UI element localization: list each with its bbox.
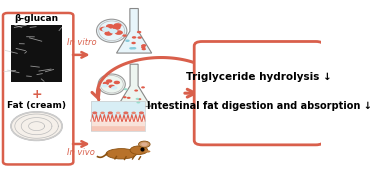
- Circle shape: [132, 112, 136, 114]
- Circle shape: [139, 141, 150, 148]
- Circle shape: [141, 46, 146, 48]
- Circle shape: [123, 111, 129, 114]
- Ellipse shape: [130, 146, 148, 154]
- Text: β-glucan: β-glucan: [14, 14, 59, 23]
- Circle shape: [136, 98, 139, 100]
- Circle shape: [113, 23, 122, 28]
- Circle shape: [102, 27, 110, 32]
- Circle shape: [136, 101, 140, 104]
- Circle shape: [108, 85, 115, 88]
- Circle shape: [141, 48, 146, 50]
- Text: In vitro: In vitro: [67, 38, 96, 47]
- Text: In vivo: In vivo: [67, 148, 95, 157]
- Circle shape: [11, 112, 62, 140]
- Circle shape: [124, 88, 127, 90]
- Circle shape: [114, 81, 120, 84]
- Circle shape: [115, 30, 123, 35]
- Text: Triglyceride hydrolysis ↓: Triglyceride hydrolysis ↓: [186, 72, 332, 82]
- Circle shape: [138, 36, 142, 39]
- Circle shape: [141, 45, 146, 47]
- FancyBboxPatch shape: [3, 13, 73, 165]
- Circle shape: [131, 42, 136, 44]
- Circle shape: [104, 31, 113, 36]
- Circle shape: [116, 112, 120, 114]
- Circle shape: [103, 82, 109, 85]
- Circle shape: [141, 86, 145, 89]
- FancyBboxPatch shape: [194, 41, 324, 145]
- Ellipse shape: [98, 74, 125, 94]
- Circle shape: [108, 111, 113, 114]
- Circle shape: [132, 36, 136, 39]
- Bar: [91, 117, 145, 123]
- Polygon shape: [116, 9, 152, 53]
- Text: Intestinal fat digestion and absorption ↓: Intestinal fat digestion and absorption …: [147, 101, 372, 111]
- Circle shape: [112, 25, 121, 30]
- Bar: [11, 25, 62, 82]
- Bar: [91, 101, 145, 118]
- Bar: [91, 126, 145, 131]
- Ellipse shape: [96, 19, 127, 42]
- Circle shape: [109, 29, 118, 33]
- Circle shape: [111, 86, 118, 90]
- Circle shape: [142, 44, 146, 47]
- Text: Fat (cream): Fat (cream): [7, 101, 66, 110]
- Bar: [91, 115, 145, 120]
- Circle shape: [101, 84, 108, 87]
- Circle shape: [92, 111, 97, 114]
- Bar: [91, 101, 145, 131]
- Circle shape: [99, 27, 108, 31]
- Ellipse shape: [145, 150, 150, 153]
- Bar: [91, 121, 145, 127]
- Circle shape: [122, 34, 127, 37]
- Circle shape: [132, 47, 136, 49]
- Circle shape: [100, 112, 105, 114]
- Polygon shape: [118, 64, 151, 107]
- Circle shape: [138, 98, 141, 100]
- Ellipse shape: [106, 149, 136, 159]
- Circle shape: [125, 39, 130, 42]
- Circle shape: [129, 47, 134, 50]
- Circle shape: [106, 24, 114, 29]
- Circle shape: [127, 97, 130, 99]
- Circle shape: [139, 111, 144, 114]
- Text: +: +: [31, 88, 42, 101]
- Circle shape: [106, 79, 112, 83]
- Circle shape: [137, 31, 141, 33]
- Circle shape: [141, 143, 147, 146]
- Circle shape: [123, 96, 127, 98]
- Circle shape: [134, 89, 138, 92]
